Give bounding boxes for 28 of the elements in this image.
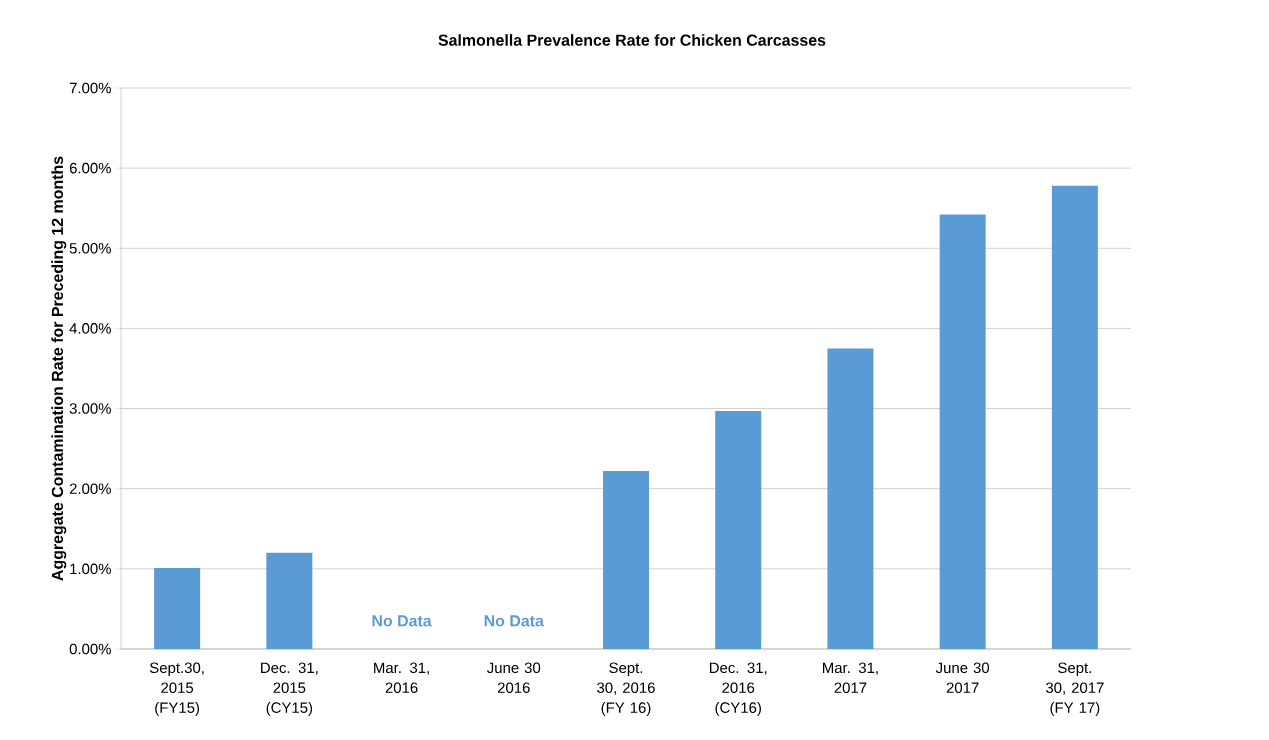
y-axis-title: Aggregate Contamination Rate for Preceding 12 months bbox=[51, 156, 67, 581]
x-tick-label: Mar. 31, 2017 bbox=[823, 662, 878, 694]
y-tick-label: 3.00% bbox=[69, 403, 111, 414]
bar bbox=[827, 348, 874, 649]
annotation: No Data bbox=[484, 615, 544, 627]
bar bbox=[939, 214, 986, 649]
x-tick-label: Dec. 31, 2015 (CY15) bbox=[261, 662, 318, 716]
y-tick-label: 1.00% bbox=[70, 563, 111, 575]
x-tick-label: Sept. 30, 2016 (FY 16) bbox=[597, 662, 655, 716]
annotation: No Data bbox=[372, 615, 432, 627]
x-tick-label: June 30 2016 bbox=[487, 662, 541, 694]
x-tick-label: Mar. 31, 2016 bbox=[374, 662, 429, 694]
y-tick-label: 6.00% bbox=[69, 162, 111, 174]
y-tick-label: 0.00% bbox=[69, 643, 111, 655]
y-tick-label: 5.00% bbox=[69, 242, 111, 254]
y-tick-label: 7.00% bbox=[69, 82, 111, 94]
x-tick-label: Sept. 30, 2017 (FY 17) bbox=[1045, 662, 1104, 716]
x-tick-label: Dec. 31, 2016 (CY16) bbox=[709, 662, 767, 716]
bar bbox=[266, 552, 313, 649]
bar bbox=[715, 410, 762, 649]
x-tick-label: Sept.30, 2015 (FY15) bbox=[149, 662, 204, 716]
x-tick-label: June 30 2017 bbox=[935, 662, 990, 694]
bar bbox=[602, 471, 649, 649]
y-tick-label: 2.00% bbox=[69, 483, 111, 494]
chart-title: Salmonella Prevalence Rate for Chicken Carcasses bbox=[438, 34, 826, 46]
bar bbox=[154, 568, 201, 649]
y-tick-label: 4.00% bbox=[69, 323, 111, 334]
bar bbox=[1051, 185, 1098, 649]
